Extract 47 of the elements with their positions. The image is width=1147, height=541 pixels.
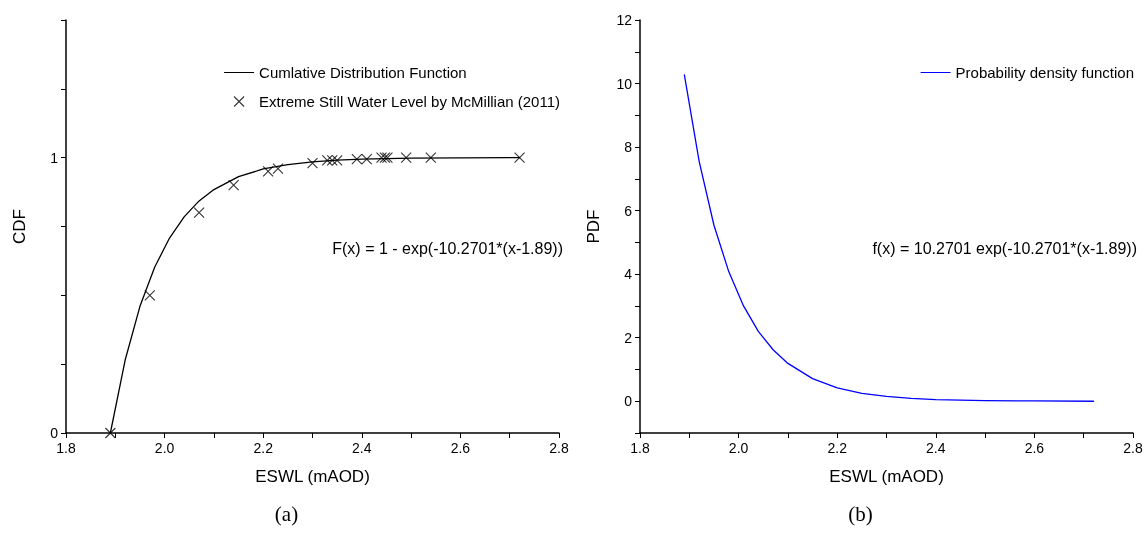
- point: [331, 154, 343, 166]
- y-tick-label: 6: [624, 202, 633, 219]
- point: [228, 179, 240, 191]
- y-tick-label: 4: [624, 266, 633, 283]
- point: [321, 154, 333, 166]
- point: [104, 427, 116, 439]
- y-tick-label: 0: [624, 393, 633, 410]
- y-tick-label: 1: [50, 149, 59, 166]
- y-axis-title: CDF: [10, 209, 29, 244]
- x-tick-label: 2.6: [1024, 440, 1045, 456]
- x-tick-label: 2.0: [154, 440, 175, 456]
- point: [306, 157, 319, 169]
- point: [272, 163, 284, 175]
- x-axis-title: ESWL (mAOD): [255, 467, 370, 486]
- x-tick-label: 2.4: [926, 440, 946, 456]
- point: [144, 289, 156, 301]
- x-tick-label: 2.8: [549, 440, 569, 456]
- x-tick-label: 1.8: [630, 440, 650, 456]
- legend-label: Probability density function: [955, 64, 1134, 81]
- x-tick-label: 2.0: [728, 440, 749, 456]
- text: (b): [848, 501, 873, 526]
- x-axis-title: ESWL (mAOD): [829, 467, 944, 486]
- y-tick-label: 0: [50, 425, 59, 441]
- point: [361, 153, 373, 165]
- point: [351, 153, 363, 165]
- x-tick-label: 2.8: [1123, 440, 1143, 456]
- x-tick-label: 2.2: [253, 440, 274, 456]
- y-tick-label: 12: [616, 12, 633, 28]
- y-tick-label: 8: [624, 139, 633, 156]
- x-tick-label: 1.8: [56, 440, 76, 456]
- y-tick-label: 2: [624, 329, 633, 346]
- text: (a): [274, 501, 299, 526]
- y-tick-label: 10: [616, 75, 633, 92]
- x-tick-label: 2.4: [352, 440, 372, 456]
- point: [514, 152, 526, 164]
- point: [193, 207, 205, 219]
- point: [326, 154, 338, 166]
- annotation: f(x) = 10.2701 exp(-10.2701*(x-1.89)): [872, 239, 1138, 257]
- legend-label: Cumlative Distribution Function: [259, 64, 467, 81]
- point: [400, 152, 412, 164]
- x-tick-label: 2.6: [450, 440, 471, 456]
- x-tick-label: 2.2: [827, 440, 848, 456]
- legend-label: Extreme Still Water Level by McMillian (2011): [259, 93, 561, 110]
- point: [425, 152, 437, 164]
- annotation: F(x) = 1 - exp(-10.2701*(x-1.89)): [332, 239, 563, 257]
- point: [262, 165, 274, 177]
- y-axis-title: PDF: [584, 209, 603, 244]
